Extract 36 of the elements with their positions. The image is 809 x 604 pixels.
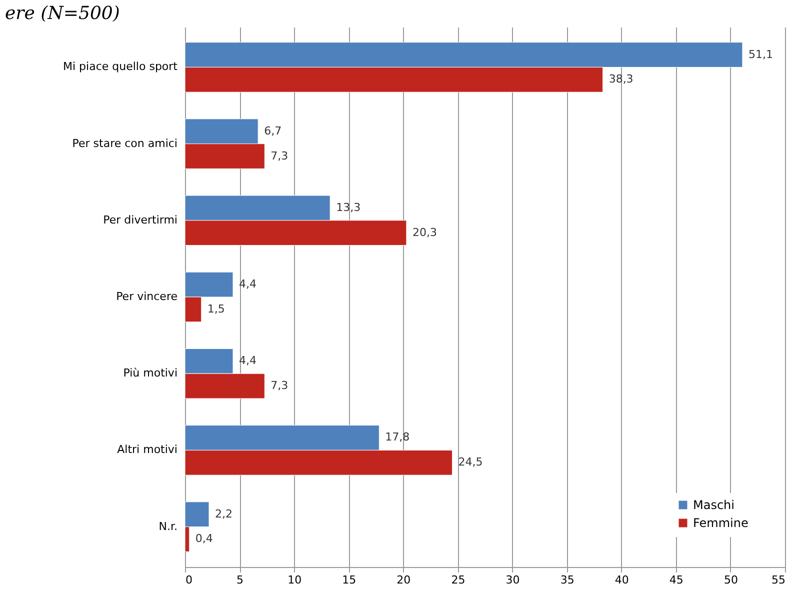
- x-tick-label: 10: [288, 574, 302, 586]
- y-tick-label: Mi piace quello sport: [63, 60, 178, 74]
- data-label: 24,5: [458, 456, 483, 469]
- data-label: 20,3: [412, 226, 437, 239]
- x-tick-label: 30: [506, 574, 520, 586]
- data-label: 1,5: [207, 302, 225, 316]
- data-label: 51,1: [748, 48, 773, 61]
- x-tick-label: 35: [560, 574, 574, 586]
- x-tick-label: 0: [186, 574, 192, 586]
- x-tick-label: 45: [669, 574, 684, 586]
- x-tick-label: 25: [451, 574, 466, 586]
- x-tick-label: 20: [396, 574, 411, 586]
- y-tick-label: Altri motivi: [117, 443, 178, 456]
- x-tick-label: 15: [342, 574, 356, 586]
- legend-label: Femmine: [693, 516, 748, 530]
- data-label: 6,7: [264, 124, 282, 138]
- data-label: 7,3: [270, 379, 288, 392]
- y-tick-label: Più motivi: [123, 366, 178, 380]
- y-tick-label: Per vincere: [116, 290, 178, 303]
- x-tick-label: 55: [772, 574, 786, 586]
- data-label: 4,4: [239, 278, 256, 291]
- y-tick-label: N.r.: [158, 520, 178, 533]
- data-label: 13,3: [336, 200, 361, 214]
- data-label: 0,4: [195, 532, 213, 546]
- data-label: 7,3: [270, 149, 288, 162]
- data-label: 2,2: [215, 507, 232, 520]
- chart-title: ere (N=500): [5, 3, 120, 24]
- data-label: 4,4: [239, 354, 256, 368]
- x-tick-label: 40: [614, 574, 629, 586]
- legend-label: Maschi: [693, 498, 734, 512]
- x-tick-label: 5: [236, 574, 244, 586]
- y-tick-label: Per divertirmi: [103, 213, 178, 226]
- data-label: 17,8: [385, 430, 410, 444]
- x-tick-label: 50: [724, 574, 738, 586]
- y-tick-label: Per stare con amici: [72, 136, 178, 150]
- data-label: 38,3: [608, 72, 634, 86]
